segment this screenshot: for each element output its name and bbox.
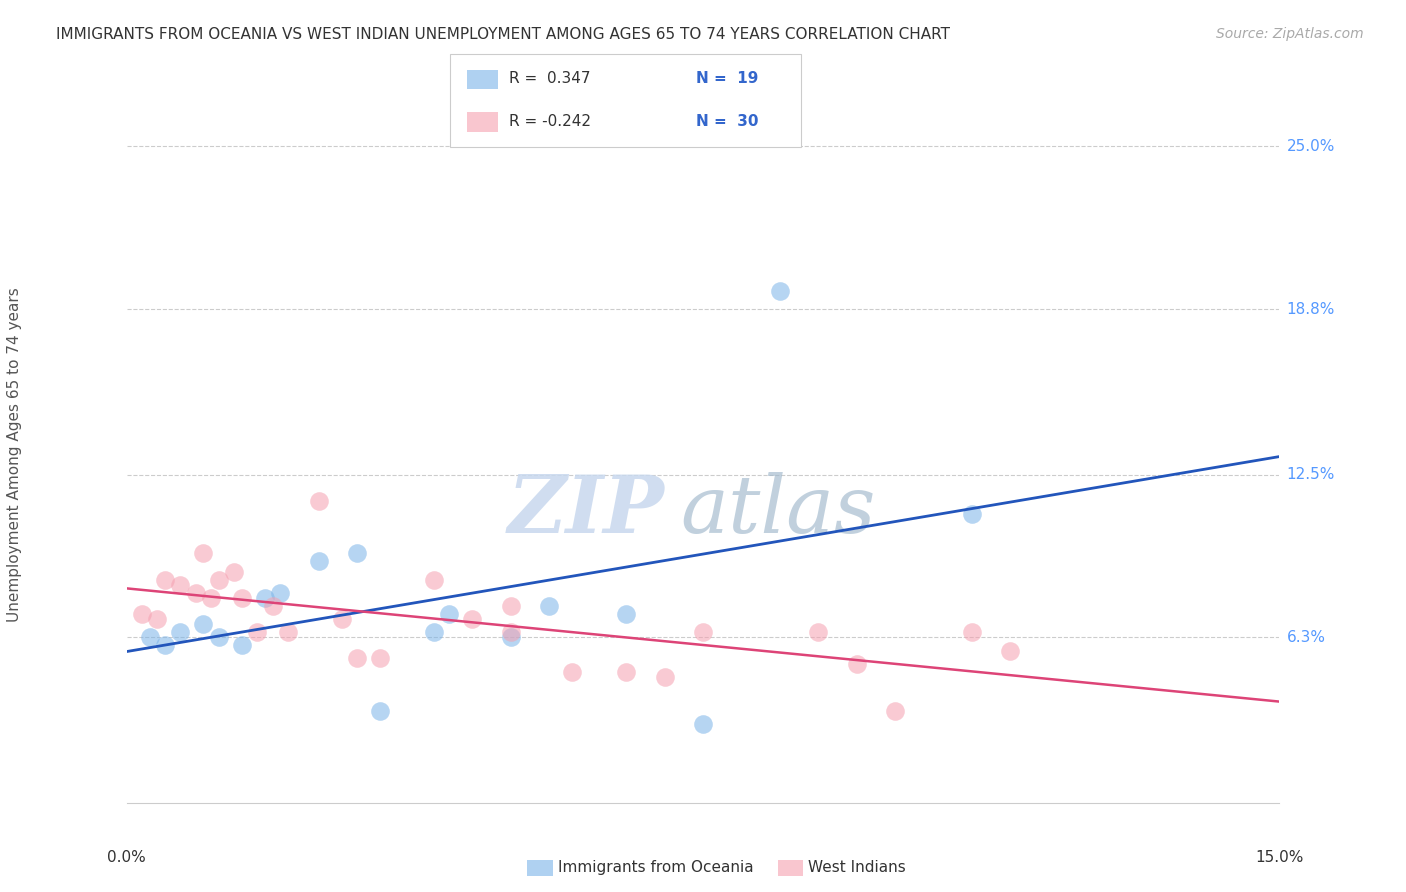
Point	[308, 494, 330, 508]
Point	[439, 607, 461, 621]
Point	[769, 284, 792, 298]
Point	[262, 599, 284, 613]
Text: ZIP: ZIP	[508, 472, 665, 549]
Text: 15.0%: 15.0%	[1256, 850, 1303, 865]
Point	[654, 670, 676, 684]
Point	[499, 631, 522, 645]
Point	[561, 665, 583, 679]
Point	[346, 546, 368, 560]
Point	[193, 617, 215, 632]
Text: 12.5%: 12.5%	[1286, 467, 1334, 482]
Point	[138, 631, 160, 645]
Text: Immigrants from Oceania: Immigrants from Oceania	[558, 860, 754, 874]
Text: 25.0%: 25.0%	[1286, 139, 1334, 154]
Point	[423, 573, 446, 587]
Point	[538, 599, 561, 613]
Point	[499, 599, 522, 613]
Point	[269, 586, 291, 600]
Point	[208, 573, 231, 587]
Point	[146, 612, 169, 626]
Point	[277, 625, 299, 640]
Point	[253, 591, 276, 605]
Text: N =  30: N = 30	[696, 114, 758, 128]
Point	[330, 612, 353, 626]
Text: West Indians: West Indians	[808, 860, 907, 874]
Point	[845, 657, 868, 671]
Point	[960, 625, 983, 640]
Point	[499, 625, 522, 640]
Point	[368, 704, 391, 718]
Point	[614, 607, 637, 621]
Point	[231, 591, 253, 605]
Point	[884, 704, 907, 718]
Point	[246, 625, 269, 640]
Point	[153, 573, 176, 587]
Text: IMMIGRANTS FROM OCEANIA VS WEST INDIAN UNEMPLOYMENT AMONG AGES 65 TO 74 YEARS CO: IMMIGRANTS FROM OCEANIA VS WEST INDIAN U…	[56, 27, 950, 42]
Point	[224, 565, 246, 579]
Point	[169, 578, 191, 592]
Point	[692, 717, 714, 731]
Text: 0.0%: 0.0%	[107, 850, 146, 865]
Point	[692, 625, 714, 640]
Point	[169, 625, 191, 640]
Point	[807, 625, 830, 640]
Point	[131, 607, 153, 621]
Text: 6.3%: 6.3%	[1286, 630, 1326, 645]
Text: R =  0.347: R = 0.347	[509, 71, 591, 86]
Text: R = -0.242: R = -0.242	[509, 114, 591, 128]
Point	[614, 665, 637, 679]
Point	[960, 507, 983, 521]
Text: atlas: atlas	[681, 472, 876, 549]
Point	[193, 546, 215, 560]
Point	[153, 638, 176, 652]
Point	[346, 651, 368, 665]
Text: Unemployment Among Ages 65 to 74 years: Unemployment Among Ages 65 to 74 years	[7, 287, 21, 623]
Point	[231, 638, 253, 652]
Point	[184, 586, 207, 600]
Point	[423, 625, 446, 640]
Point	[368, 651, 391, 665]
Text: 18.8%: 18.8%	[1286, 301, 1334, 317]
Point	[461, 612, 484, 626]
Point	[308, 554, 330, 568]
Point	[208, 631, 231, 645]
Text: Source: ZipAtlas.com: Source: ZipAtlas.com	[1216, 27, 1364, 41]
Point	[200, 591, 222, 605]
Point	[1000, 643, 1022, 657]
Text: N =  19: N = 19	[696, 71, 758, 86]
